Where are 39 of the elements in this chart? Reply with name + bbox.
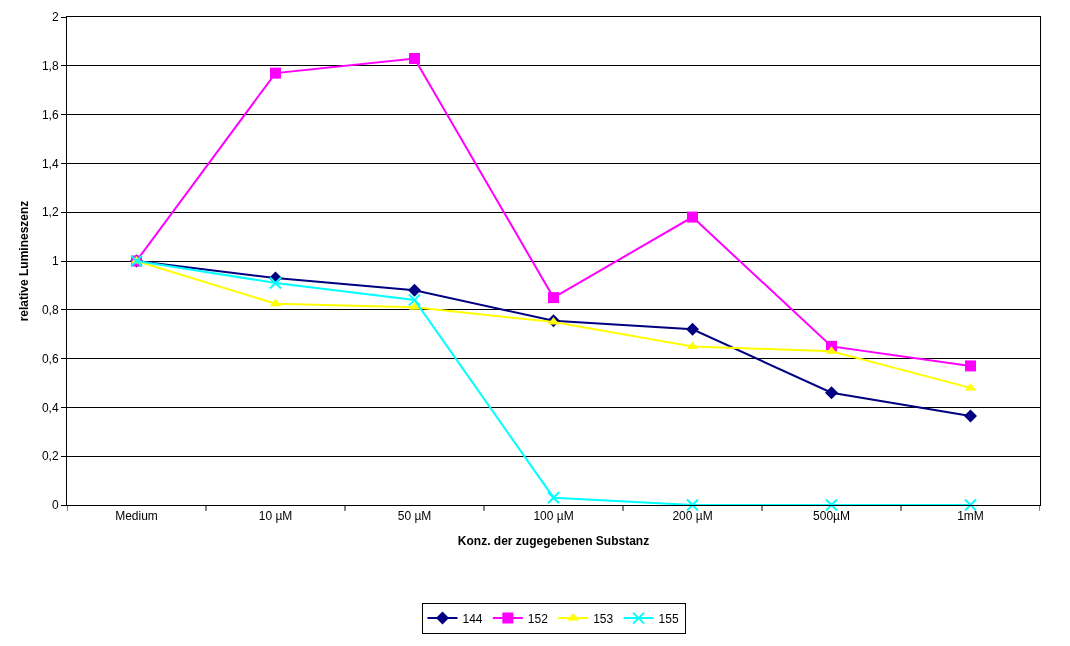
point [270, 67, 281, 79]
y-tick-label: 2 [51, 10, 59, 25]
point [965, 360, 976, 372]
x-tick-label: Medium [115, 509, 158, 524]
y-tick-label: 0,8 [41, 303, 59, 317]
y-tick-label: 1,6 [41, 107, 59, 122]
legend-label: 155 [658, 611, 679, 626]
y-tick-label: 1,8 [41, 59, 59, 73]
y-tick-label: 0,6 [41, 351, 59, 366]
point [686, 498, 699, 512]
x-tick-label: 100 µM [533, 509, 574, 524]
y-tick-label: 1,4 [41, 156, 59, 171]
y-tick-label: 0,4 [41, 400, 59, 415]
x-tick-label: 1mM [957, 509, 984, 524]
y-tick-label: 1 [51, 254, 59, 269]
y-tick-label: 1,2 [41, 205, 59, 220]
point [547, 491, 560, 505]
x-tick-label: 50 µM [397, 509, 432, 524]
x-tick-label: 500µM [813, 509, 850, 524]
legend-label: 152 [527, 611, 549, 626]
point [408, 283, 421, 297]
point [409, 52, 420, 64]
point [686, 322, 699, 336]
y-tick-label: 0,2 [41, 449, 59, 464]
y-axis-title: relative Lumineszenz [17, 200, 32, 322]
legend-label: 153 [593, 611, 614, 626]
point [408, 293, 421, 307]
point [964, 409, 977, 423]
x-tick-label: 10 µM [258, 509, 293, 524]
point [687, 211, 698, 223]
x-tick-label: 200 µM [672, 509, 713, 524]
point [825, 386, 838, 400]
point [548, 292, 559, 304]
legend-label: 144 [462, 611, 483, 626]
y-tick-label: 0 [51, 498, 59, 513]
point [964, 498, 977, 512]
x-axis-title: Konz. der zugegebenen Substanz [457, 534, 650, 549]
point [269, 276, 282, 290]
point [825, 498, 838, 512]
